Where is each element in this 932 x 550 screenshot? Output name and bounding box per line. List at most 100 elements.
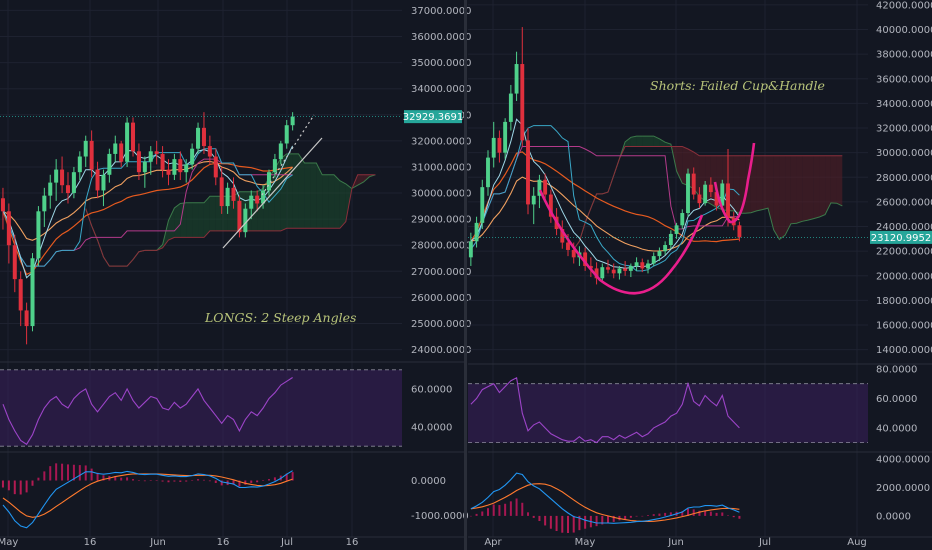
right-cloud-segment	[756, 155, 763, 211]
right-y-tick-0: 14000.0000	[876, 345, 932, 356]
right-macd-hist-bar	[709, 511, 712, 516]
left-tenkan	[2, 148, 293, 267]
left-rsi-tick-1: 40.0000	[411, 423, 452, 434]
left-macd-hist-bar	[31, 480, 34, 486]
right-macd-hist-bar	[698, 510, 701, 516]
right-macd-hist-bar	[549, 515, 552, 529]
left-macd-hist-bar	[244, 480, 247, 485]
right-candle-body	[566, 242, 570, 250]
right-candle-body	[680, 213, 685, 226]
right-candle-body	[474, 222, 479, 242]
left-macd-hist-bar	[155, 480, 158, 481]
right-candle-body	[480, 187, 485, 223]
right-candle-body	[468, 241, 473, 258]
left-cloud-segment	[203, 196, 210, 238]
right-candle-body	[588, 265, 593, 269]
right-macd-hist-bar	[561, 515, 564, 533]
left-macd-hist-bar	[132, 479, 135, 481]
right-cloud-segment	[625, 137, 631, 147]
right-macd-hist-bar	[738, 515, 741, 519]
left-cloud-segment	[180, 202, 187, 238]
right-candle-body	[663, 245, 668, 252]
right-cloud-segment	[733, 155, 740, 214]
left-y-axis: 24000.0000 25000.0000 26000.0000 27000.0000…	[411, 6, 471, 356]
left-candle-body	[125, 122, 130, 162]
right-cloud-segment	[762, 155, 768, 210]
right-x-tick-2: Jun	[667, 537, 684, 548]
left-candle-body	[113, 143, 118, 154]
right-y-tick-8: 30000.0000	[876, 148, 932, 159]
right-candle-body	[491, 137, 496, 158]
left-candle-body	[225, 187, 230, 207]
left-candles	[0, 112, 295, 345]
right-macd-hist-bar	[498, 505, 501, 516]
left-candle-body	[237, 200, 242, 233]
right-senkou-b	[573, 146, 843, 250]
left-trendlines	[222, 114, 323, 249]
left-candle-body	[207, 146, 212, 157]
right-ma-fast	[470, 118, 740, 269]
left-macd-hist-bar	[273, 477, 276, 481]
left-macd-hist-bar	[267, 479, 270, 481]
right-candle-body	[628, 265, 633, 271]
right-candle-body	[583, 252, 588, 266]
right-rsi-pane: 80.0000 60.0000 40.0000	[468, 364, 917, 444]
right-candle-body	[548, 194, 553, 217]
right-x-axis: Apr May Jun Jul Aug	[484, 537, 866, 548]
right-cloud-segment	[630, 136, 637, 147]
left-cloud-segment	[304, 163, 311, 229]
left-macd-hist-bar	[13, 480, 16, 495]
right-candle-body	[668, 233, 673, 246]
right-last-price-tag: 23120.9952	[870, 230, 932, 244]
right-candle-body	[708, 184, 713, 193]
right-macd-hist-bar	[715, 512, 718, 516]
right-macd-pane: 4000.0000 2000.0000 0.0000	[469, 454, 930, 533]
left-candle-body	[101, 174, 106, 191]
right-candle-body	[714, 192, 719, 206]
left-rsi-pane: 60.0000 40.0000	[0, 369, 452, 447]
right-macd-hist-bar	[532, 515, 535, 518]
right-macd-hist-bar	[732, 515, 735, 518]
left-candle-body	[60, 169, 65, 186]
right-macd-hist-bar	[469, 515, 472, 517]
right-y-tick-4: 22000.0000	[876, 247, 932, 258]
left-candle-body	[148, 151, 153, 162]
left-y-tick-11: 35000.0000	[411, 58, 471, 69]
left-y-tick-13: 37000.0000	[411, 6, 471, 17]
left-candle-body	[65, 185, 70, 194]
right-macd-hist-bar	[538, 515, 541, 522]
right-cloud-segment	[790, 155, 797, 224]
left-candle-body	[95, 169, 100, 191]
left-x-axis: May 16 Jun 16 Jul 16	[0, 537, 358, 548]
right-rsi-line	[470, 376, 740, 444]
left-senkou-b	[85, 174, 376, 267]
right-cloud-segment	[750, 155, 757, 213]
right-candle-body	[600, 267, 605, 279]
left-macd-hist-bar	[37, 477, 40, 481]
left-cloud-segment	[192, 202, 199, 238]
right-macd-hist-bar	[487, 508, 489, 516]
right-candle-body	[503, 121, 508, 153]
right-candle-body	[697, 194, 702, 204]
right-tenkan	[470, 125, 740, 272]
left-macd-hist-bar	[49, 466, 52, 481]
right-candle-body	[720, 183, 725, 206]
left-macd-hist-bar	[232, 480, 235, 485]
right-macd-hist-bar	[721, 512, 724, 516]
right-macd-hist-bar	[544, 515, 547, 526]
right-candle-body	[531, 195, 536, 205]
left-solid-trendline	[222, 137, 323, 249]
right-macd-hist-bar	[652, 514, 655, 516]
left-cloud-segment	[168, 208, 175, 240]
right-x-tick-4: Aug	[847, 537, 867, 548]
left-candle-body	[48, 182, 53, 196]
left-candle-body	[24, 310, 29, 327]
right-macd-hist-bar	[704, 510, 707, 516]
right-macd-hist-bar	[527, 512, 529, 516]
right-cloud-segment	[836, 155, 843, 206]
left-macd-hist-bar	[61, 463, 64, 481]
left-macd-tick-1: -1000.0000	[411, 511, 469, 522]
right-macd-hist-bar	[567, 515, 569, 533]
left-macd-tick-0: 0.0000	[411, 476, 446, 487]
left-cloud-segment	[328, 174, 335, 229]
